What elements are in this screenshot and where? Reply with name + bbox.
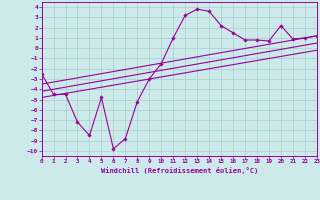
X-axis label: Windchill (Refroidissement éolien,°C): Windchill (Refroidissement éolien,°C) <box>100 167 258 174</box>
